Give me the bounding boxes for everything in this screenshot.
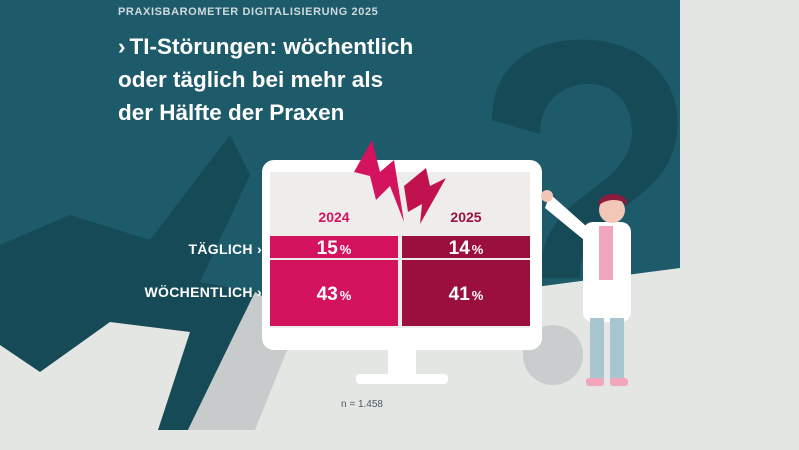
doctor-shoe-left (586, 378, 604, 386)
value-label-2025-daily: 14% (449, 238, 484, 259)
doctor-hair (598, 194, 628, 206)
cell-2025-daily (402, 236, 530, 258)
value-label-2024-daily: 15% (317, 238, 352, 259)
headline: › TI-Störungen: wöchentlich oder täglich … (118, 30, 518, 129)
lightning-bolt-right (404, 168, 446, 224)
headline-line-2: oder täglich bei mehr als (118, 67, 384, 92)
value-label-2024-weekly: 43% (317, 284, 352, 305)
row-label-weekly: WÖCHENTLICH › (144, 284, 262, 300)
doctor-arm (545, 194, 586, 240)
lightning-bolt-left (354, 140, 404, 222)
value-label-2025-weekly: 41% (449, 284, 484, 305)
monitor-foot (356, 374, 448, 384)
doctor-leg-right (610, 318, 624, 380)
doctor-shoe-right (610, 378, 628, 386)
doctor-leg-left (590, 318, 604, 380)
doctor-head (599, 197, 625, 223)
sample-size: n = 1.458 (341, 399, 383, 410)
cell-2024-daily (270, 236, 398, 258)
monitor-neck (388, 348, 416, 378)
cell-2024-weekly (270, 260, 398, 326)
column-header-2025: 2025 (450, 209, 481, 225)
background-bolt (0, 135, 255, 430)
headline-line-1: › TI-Störungen: wöchentlich (118, 34, 414, 59)
kicker: PRAXISBAROMETER DIGITALISIERUNG 2025 (118, 6, 379, 18)
column-header-2024: 2024 (318, 209, 349, 225)
doctor-illustration (541, 190, 631, 386)
doctor-shirt (599, 226, 613, 280)
chevron-right-icon: › (118, 34, 126, 59)
doctor-hand (541, 190, 553, 202)
row-label-daily: TÄGLICH › (188, 241, 262, 257)
headline-line-3: der Hälfte der Praxen (118, 100, 345, 125)
question-mark-shape (492, 39, 678, 278)
cell-2025-weekly (402, 260, 530, 326)
